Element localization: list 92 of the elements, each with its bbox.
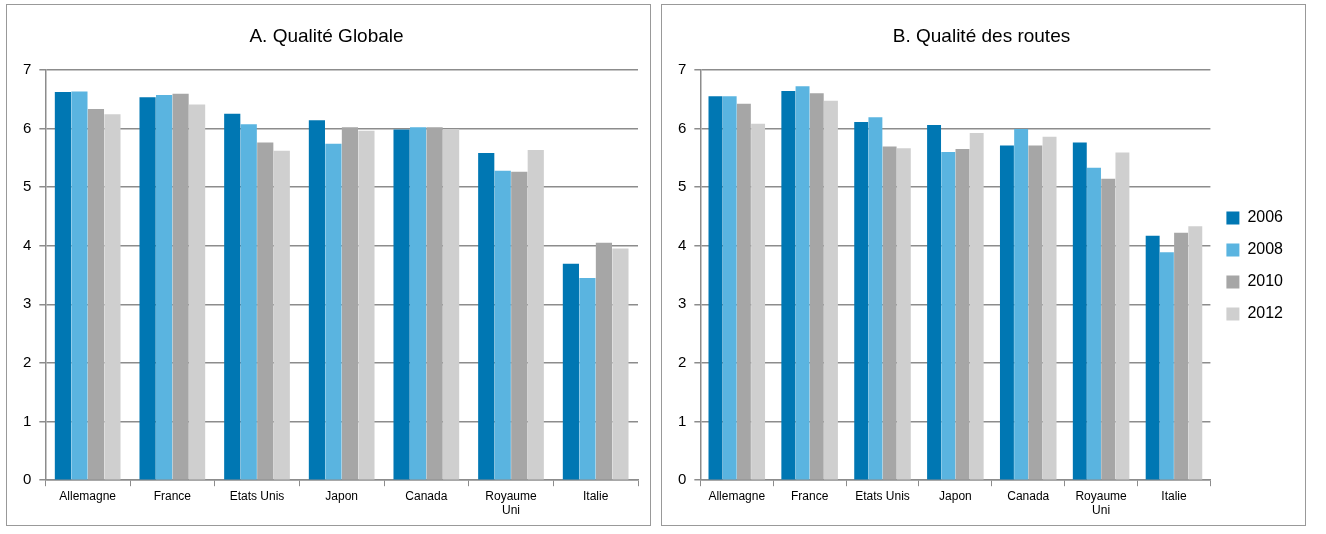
y-tick-label: 7 [678,59,687,77]
bar [139,97,156,480]
bar [156,95,173,480]
bar [273,150,290,480]
bar [999,145,1014,480]
bar [87,109,105,480]
bar [708,96,723,480]
y-tick-label: 4 [23,235,32,253]
bar [1145,235,1160,480]
x-tick-label: Japon [325,488,359,503]
bar [955,148,970,480]
bar [257,142,274,480]
bar [612,248,629,480]
bar [240,124,257,480]
bar [308,120,325,480]
x-tick-label: Etats Unis [855,488,910,503]
bar [409,127,427,480]
bar [823,100,838,480]
bar [511,171,528,480]
bar [868,117,883,480]
bar [1159,252,1174,480]
bar [1101,178,1116,480]
bar [341,127,359,480]
x-tick-label: Italie [582,488,609,503]
bar [1072,142,1087,480]
y-tick-label: 5 [23,177,32,195]
y-tick-label: 3 [23,294,32,312]
bar [809,93,824,480]
bar [1188,226,1203,480]
bar [854,121,869,480]
x-tick-label: Royaume Uni [485,488,538,518]
bar [1174,232,1189,480]
y-tick-label: 6 [23,118,32,136]
bar [781,90,796,480]
bar [722,96,737,480]
bar [527,150,544,480]
bar [478,153,495,480]
legend-label: 2008 [1247,240,1284,258]
bar [579,277,596,480]
chart-title: A. Qualité Globale [249,24,404,46]
bar [224,113,241,480]
bar [1115,152,1130,480]
y-tick-label: 5 [678,177,687,195]
legend-label: 2010 [1247,272,1284,290]
bar [927,124,942,480]
y-tick-label: 0 [678,470,687,488]
x-tick-label: France [790,488,829,503]
y-tick-label: 2 [23,353,32,371]
bar [104,114,121,480]
bar [1042,136,1057,480]
y-tick-label: 2 [678,353,687,371]
x-tick-label: Japon [939,488,972,503]
x-tick-label: Canada [1007,488,1050,503]
bar [54,92,71,480]
bar [494,170,511,480]
bar [969,133,984,480]
y-tick-label: 1 [23,411,32,429]
legend-label: 2006 [1247,208,1284,226]
legend-label: 2012 [1247,304,1284,322]
y-tick-label: 0 [23,470,32,488]
bar [172,93,189,480]
bar [795,86,810,480]
bar [896,148,911,480]
bar [393,129,410,480]
x-tick-label: Italie [1161,488,1187,503]
bar [325,143,342,480]
y-tick-label: 4 [678,235,687,253]
x-tick-label: Allemagne [708,488,766,503]
bar [1087,167,1101,480]
bar [882,146,897,480]
chart-title: B. Qualité des routes [892,24,1071,46]
y-tick-label: 1 [678,411,687,429]
bar [1014,129,1029,480]
y-tick-label: 6 [678,118,687,136]
x-tick-label: Canada [405,488,448,503]
y-tick-label: 7 [23,59,32,77]
bar [1028,145,1043,480]
bar [443,129,460,480]
x-tick-label: Royaume Uni [1075,488,1128,518]
bar [736,103,751,480]
bar [562,263,579,480]
x-tick-label: Allemagne [59,488,117,503]
bar [941,151,956,480]
bar [426,127,443,480]
bar [189,104,206,480]
x-tick-label: France [153,488,192,503]
bar [71,91,88,480]
x-tick-label: Etats Unis [229,488,285,503]
bar [358,130,375,480]
bar [751,123,766,480]
y-tick-label: 3 [678,294,687,312]
bar [595,242,613,480]
